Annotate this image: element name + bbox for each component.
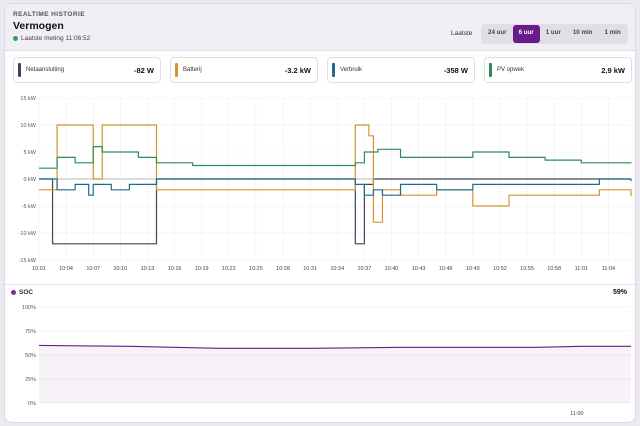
x-tick-label: 10:52 bbox=[493, 266, 507, 272]
x-tick-label: 10:22 bbox=[222, 266, 236, 272]
period-1h-button[interactable]: 1 uur bbox=[545, 29, 561, 36]
y-tick-label: 25% bbox=[25, 377, 36, 383]
x-tick-label: 10:28 bbox=[276, 266, 290, 272]
y-tick-label: 100% bbox=[22, 305, 36, 311]
soc-title: SOC bbox=[19, 289, 34, 296]
x-tick-label: 10:25 bbox=[249, 266, 263, 272]
metric-label: PV opwek bbox=[497, 67, 525, 73]
metric-value: 2.9 kW bbox=[601, 66, 625, 75]
soc-panel: SOC 59% 100% 75% 50% 25% 0% 11:00 bbox=[5, 284, 635, 423]
x-tick-label: 10:37 bbox=[357, 266, 371, 272]
y-tick-label: 5 kW bbox=[23, 150, 36, 156]
y-tick-label: 75% bbox=[25, 329, 36, 335]
metric-cards: Netaansluiting -82 W Batterij -3.2 kW Ve… bbox=[13, 57, 633, 83]
x-tick-label: 10:07 bbox=[86, 266, 100, 272]
metric-label: Netaansluiting bbox=[26, 67, 65, 73]
metric-value: -3.2 kW bbox=[284, 66, 311, 75]
series-line-netaansluiting bbox=[39, 178, 631, 245]
soc-line bbox=[38, 344, 631, 349]
page-title: Vermogen bbox=[13, 20, 64, 32]
x-tick-label: 11:01 bbox=[575, 266, 588, 272]
x-tick-label: 10:31 bbox=[303, 266, 317, 272]
series-color-swatch bbox=[332, 63, 335, 77]
x-tick-label: 10:19 bbox=[195, 266, 209, 272]
section-eyebrow: REALTIME HISTORIE bbox=[13, 11, 85, 18]
metric-card-batterij[interactable]: Batterij -3.2 kW bbox=[170, 57, 318, 83]
last-measurement-text: Laatste meting 11:06:52 bbox=[21, 35, 91, 42]
x-tick-label: 10:49 bbox=[466, 266, 480, 272]
metric-value: -82 W bbox=[133, 66, 154, 75]
period-10min-button[interactable]: 10 min bbox=[572, 29, 593, 36]
period-24h-button[interactable]: 24 uur bbox=[488, 29, 507, 36]
metric-value: -358 W bbox=[443, 66, 468, 75]
y-tick-label: -5 kW bbox=[22, 204, 37, 210]
metric-card-pv-opwek[interactable]: PV opwek 2.9 kW bbox=[484, 57, 632, 83]
y-tick-label: 50% bbox=[25, 353, 36, 359]
series-line-batterij bbox=[39, 124, 632, 223]
x-tick-label: 10:04 bbox=[59, 266, 73, 272]
y-tick-label: 10 kW bbox=[20, 123, 36, 129]
power-history-card: REALTIME HISTORIE Vermogen Laatste metin… bbox=[4, 3, 636, 423]
soc-current-value: 59% bbox=[612, 289, 627, 296]
y-tick-label: 0% bbox=[28, 401, 36, 407]
y-tick-label: -10 kW bbox=[19, 231, 37, 237]
soc-area-fill bbox=[39, 345, 631, 403]
period-label: Laatste bbox=[451, 30, 473, 37]
x-tick-label: 10:01 bbox=[32, 266, 46, 272]
x-tick-label: 10:13 bbox=[141, 266, 155, 272]
x-tick-label: 10:43 bbox=[412, 266, 426, 272]
x-tick-label: 10:10 bbox=[113, 266, 127, 272]
period-6h-button[interactable]: 6 uur bbox=[512, 25, 540, 43]
x-tick-label: 10:16 bbox=[168, 266, 182, 272]
y-tick-label: -15 kW bbox=[19, 258, 37, 264]
y-tick-label: 15 kW bbox=[20, 96, 36, 102]
metric-label: Verbruik bbox=[340, 67, 363, 73]
x-tick-label: 10:34 bbox=[330, 266, 344, 272]
period-1min-button[interactable]: 1 min bbox=[604, 29, 621, 36]
soc-header: SOC bbox=[11, 289, 33, 296]
last-measurement-status: Laatste meting 11:06:52 bbox=[13, 35, 90, 42]
power-line-chart[interactable]: 15 kW 10 kW 5 kW 0 kW -5 kW -10 kW -15 kW 10:01… bbox=[5, 90, 635, 280]
x-tick-label: 10:40 bbox=[385, 266, 399, 272]
card-header: REALTIME HISTORIE Vermogen Laatste metin… bbox=[5, 4, 635, 51]
metric-label: Batterij bbox=[183, 67, 202, 73]
x-tick-label: 10:55 bbox=[520, 266, 534, 272]
series-color-swatch bbox=[175, 63, 178, 77]
live-status-dot-icon bbox=[13, 36, 18, 41]
x-tick-label: 10:58 bbox=[547, 266, 561, 272]
series-line-pv-opwek bbox=[39, 146, 632, 169]
x-tick-label: 11:04 bbox=[602, 266, 615, 272]
metric-card-netaansluiting[interactable]: Netaansluiting -82 W bbox=[13, 57, 161, 83]
soc-area-chart[interactable]: 100% 75% 50% 25% 0% 11:00 bbox=[5, 285, 635, 423]
series-line-verbruik bbox=[39, 178, 632, 196]
period-selector: 24 uur 6 uur 1 uur 10 min 1 min bbox=[481, 24, 628, 44]
x-tick-label: 11:00 bbox=[570, 411, 583, 417]
series-color-swatch bbox=[489, 63, 492, 77]
series-color-swatch bbox=[18, 63, 21, 77]
y-tick-label: 0 kW bbox=[23, 177, 36, 183]
x-tick-label: 10:46 bbox=[439, 266, 453, 272]
soc-legend-dot-icon bbox=[11, 290, 16, 295]
metric-card-verbruik[interactable]: Verbruik -358 W bbox=[327, 57, 475, 83]
